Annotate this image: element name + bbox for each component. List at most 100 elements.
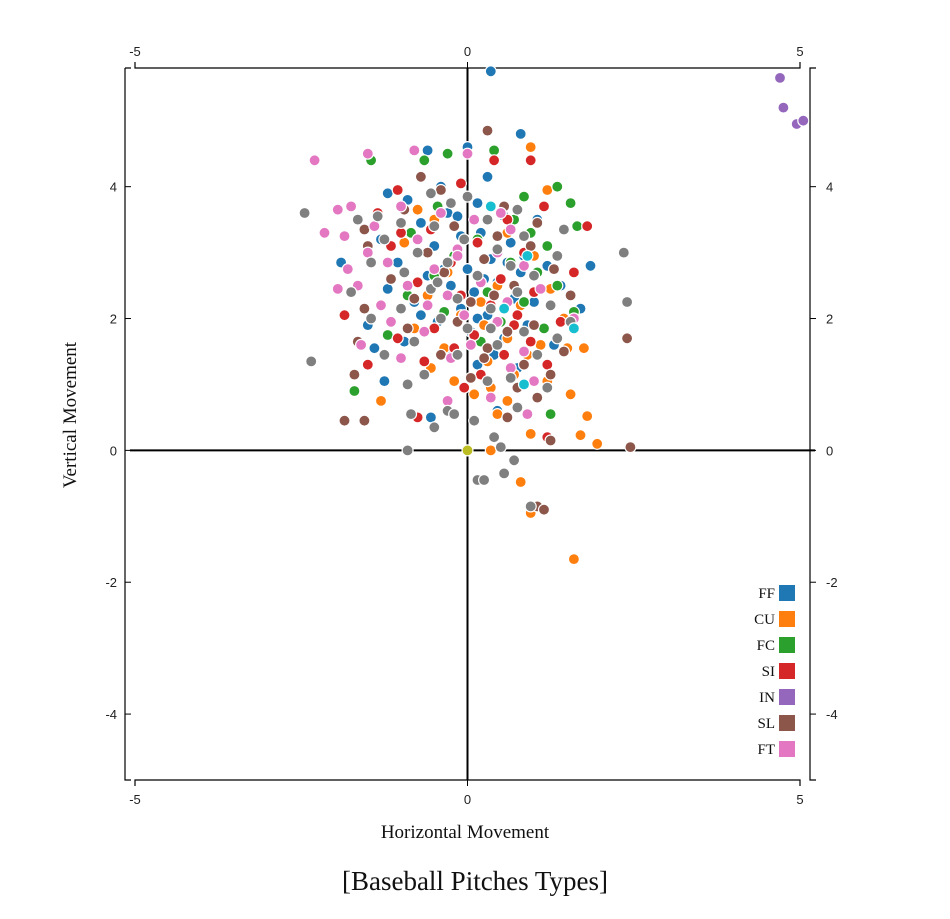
figure-caption: [Baseball Pitches Types] <box>341 866 609 896</box>
data-point-ft <box>461 147 474 160</box>
data-point-sl <box>358 223 371 236</box>
data-point-ft <box>494 206 507 220</box>
data-point-other <box>517 325 531 338</box>
data-point-ft <box>418 325 431 338</box>
data-point-cu <box>567 552 581 566</box>
data-point-ft <box>411 233 424 246</box>
data-point-cu <box>524 141 537 154</box>
y-tick-label-left: 0 <box>110 443 117 458</box>
x-tick-label-top: 0 <box>464 44 471 59</box>
y-tick-label-left: 4 <box>110 180 117 195</box>
data-point-sl <box>564 289 577 302</box>
data-point-other <box>551 249 564 262</box>
data-point-other <box>481 213 494 226</box>
data-point-si <box>418 355 431 368</box>
data-point-ft <box>451 249 464 262</box>
legend: FF CU FC SI IN SL FT <box>754 585 795 758</box>
data-point-fc <box>517 190 531 203</box>
data-point-sl <box>421 246 434 259</box>
data-point-other <box>504 371 517 384</box>
data-point-sl <box>338 414 351 427</box>
data-point-other <box>411 246 424 259</box>
data-point-cu <box>411 203 424 216</box>
right-axis-line <box>809 67 816 781</box>
data-point-other <box>544 299 557 312</box>
data-point-in <box>773 71 787 85</box>
data-point-si <box>498 348 511 361</box>
legend-swatch-fc <box>779 637 795 653</box>
data-point-fc <box>441 147 454 160</box>
data-point-sl <box>434 183 447 197</box>
data-point-other <box>378 233 391 246</box>
data-point-sl <box>624 441 637 454</box>
data-point-sl <box>527 319 541 332</box>
data-point-ff <box>414 309 427 322</box>
data-point-sl <box>531 216 544 229</box>
data-point-other <box>507 454 521 467</box>
data-point-ft <box>361 147 374 160</box>
data-point-other <box>468 414 481 427</box>
data-point-other <box>471 269 484 282</box>
data-point-other <box>498 467 511 480</box>
data-point-ft <box>381 256 394 269</box>
data-point-cu <box>564 388 577 401</box>
data-point-ft <box>308 154 321 167</box>
data-point-sl <box>501 325 514 338</box>
legend-label-ff: FF <box>758 586 775 602</box>
data-point-cu <box>581 410 594 423</box>
data-point-ft <box>517 345 531 358</box>
data-point-ft <box>527 375 541 388</box>
data-point-other <box>491 243 504 256</box>
legend-swatch-sl <box>779 715 795 731</box>
data-point-ff <box>378 375 391 388</box>
data-point-other <box>541 381 554 394</box>
data-point-other <box>517 378 531 391</box>
data-point-other <box>461 322 474 335</box>
data-point-other <box>365 256 378 269</box>
data-point-sl <box>358 414 371 427</box>
data-point-cu <box>577 342 591 355</box>
data-point-other <box>441 256 454 269</box>
legend-label-sl: SL <box>757 716 775 732</box>
data-point-in <box>797 114 810 127</box>
data-point-other <box>488 431 501 444</box>
data-point-si <box>454 177 467 190</box>
data-point-other <box>551 332 564 345</box>
data-point-other <box>524 500 537 513</box>
data-point-fc <box>541 239 554 253</box>
y-tick-label-right: 0 <box>826 443 833 458</box>
data-point-ft <box>504 223 517 236</box>
data-point-sl <box>488 289 501 302</box>
data-point-other <box>394 302 408 315</box>
data-point-sl <box>481 124 494 137</box>
data-point-si <box>494 272 507 286</box>
data-point-si <box>524 154 537 167</box>
data-point-other <box>527 269 541 282</box>
data-point-other <box>461 444 474 457</box>
data-point-other <box>378 348 391 361</box>
data-point-sl <box>464 371 477 384</box>
data-point-ff <box>584 259 597 272</box>
data-point-ft <box>331 203 344 216</box>
data-point-fc <box>381 328 394 342</box>
data-point-sl <box>478 253 491 266</box>
data-point-other <box>498 302 511 315</box>
data-point-fc <box>418 154 431 167</box>
data-point-other <box>484 200 497 213</box>
data-point-other <box>557 223 571 236</box>
data-point-ff <box>368 342 381 355</box>
data-point-ft <box>464 338 477 351</box>
data-point-si <box>428 322 441 335</box>
data-point-sl <box>478 352 491 365</box>
legend-swatch-si <box>779 663 795 679</box>
data-point-ft <box>345 200 358 213</box>
data-point-ft <box>521 408 534 421</box>
data-point-sl <box>557 345 571 358</box>
data-point-fc <box>564 197 577 210</box>
data-point-other <box>424 187 437 200</box>
data-point-sl <box>384 272 398 286</box>
data-point-si <box>361 358 374 371</box>
data-point-sl <box>434 348 447 361</box>
data-point-other <box>567 322 581 335</box>
data-point-other <box>451 292 464 305</box>
